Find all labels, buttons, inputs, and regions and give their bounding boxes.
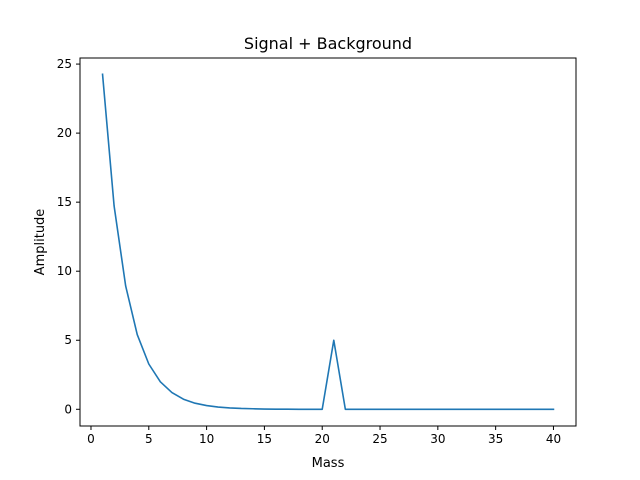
- data-point: [495, 409, 496, 410]
- data-point: [333, 340, 334, 341]
- data-point: [553, 409, 554, 410]
- data-point: [241, 408, 242, 409]
- data-point: [322, 409, 323, 410]
- y-axis-label: Amplitude: [33, 209, 48, 276]
- data-point: [148, 364, 149, 365]
- plot-area: [80, 58, 576, 426]
- x-axis-label: Mass: [312, 456, 345, 471]
- data-point: [310, 409, 311, 410]
- data-point: [437, 409, 438, 410]
- y-tick-label: 20: [57, 126, 72, 140]
- data-point: [356, 409, 357, 410]
- x-tick-label: 20: [315, 432, 330, 446]
- data-point: [171, 392, 172, 393]
- data-point: [252, 408, 253, 409]
- data-point: [299, 409, 300, 410]
- data-point: [183, 399, 184, 400]
- data-point: [426, 409, 427, 410]
- data-point: [229, 407, 230, 408]
- data-point: [530, 409, 531, 410]
- data-point: [518, 409, 519, 410]
- data-point: [484, 409, 485, 410]
- data-point: [368, 409, 369, 410]
- data-point: [102, 74, 103, 75]
- data-point: [275, 409, 276, 410]
- plot-frame: [79, 57, 577, 427]
- chart-title: Signal + Background: [244, 34, 412, 53]
- y-tick-label: 10: [57, 264, 72, 278]
- x-tick-label: 25: [372, 432, 387, 446]
- x-tick-label: 0: [87, 432, 95, 446]
- x-tick-label: 40: [546, 432, 561, 446]
- x-tick-label: 30: [430, 432, 445, 446]
- data-point: [264, 409, 265, 410]
- data-point: [507, 409, 508, 410]
- axes-layer: 0 5 10 15 20 25 30 35 40 0 5 10 15 20 25: [57, 57, 561, 446]
- data-point: [195, 403, 196, 404]
- x-tick-label: 5: [145, 432, 153, 446]
- x-tick-label: 10: [199, 432, 214, 446]
- y-tick-label: 5: [64, 333, 72, 347]
- x-tick-label: 35: [488, 432, 503, 446]
- x-tick-label: 15: [257, 432, 272, 446]
- data-point: [125, 285, 126, 286]
- data-point: [472, 409, 473, 410]
- data-point: [541, 409, 542, 410]
- data-point: [391, 409, 392, 410]
- series-layer: [101, 73, 555, 411]
- data-point: [345, 409, 346, 410]
- data-point: [137, 334, 138, 335]
- data-point: [449, 409, 450, 410]
- y-tick-label: 15: [57, 195, 72, 209]
- y-tick-label: 25: [57, 57, 72, 71]
- data-point: [403, 409, 404, 410]
- data-point: [460, 409, 461, 410]
- data-point: [380, 409, 381, 410]
- data-point: [160, 381, 161, 382]
- data-point: [218, 407, 219, 408]
- series-line-0: [101, 73, 555, 411]
- data-point: [287, 409, 288, 410]
- data-point: [206, 405, 207, 406]
- data-point: [414, 409, 415, 410]
- data-point: [114, 206, 115, 207]
- y-tick-label: 0: [64, 402, 72, 416]
